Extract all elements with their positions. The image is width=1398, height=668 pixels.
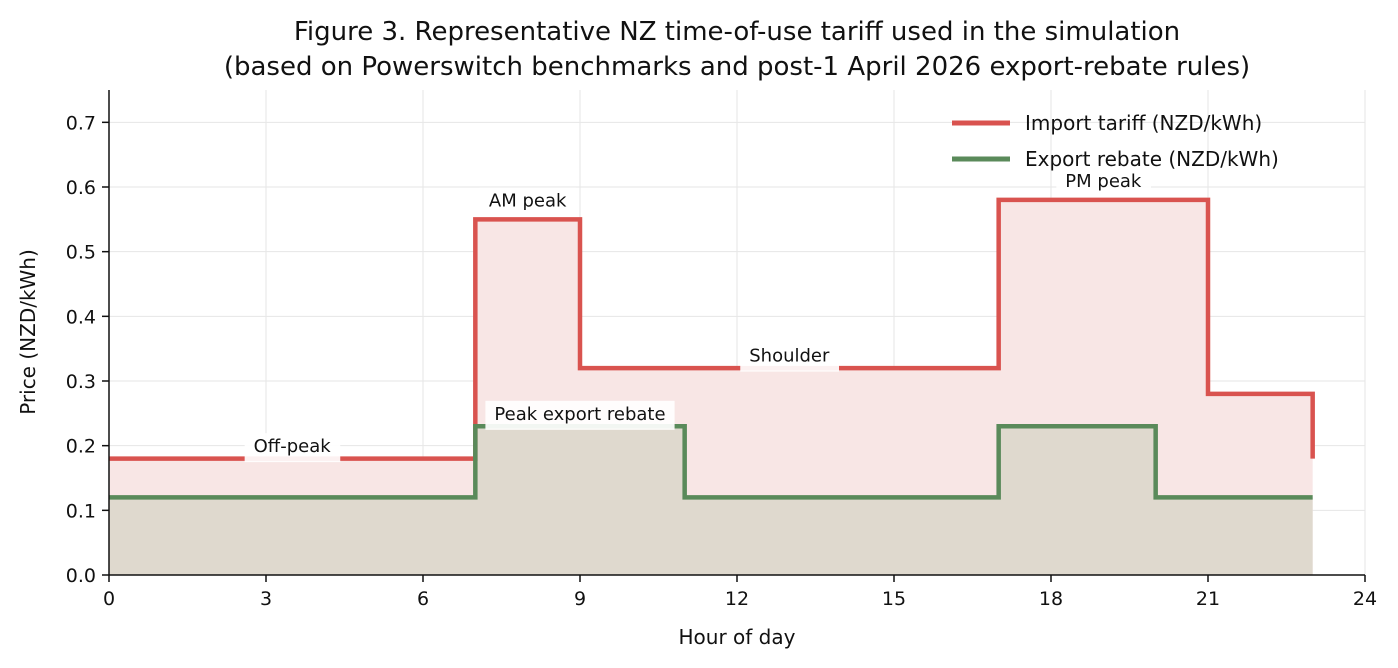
area-fills — [109, 199, 1313, 575]
axes: 0 3 6 9 12 15 18 21 24 0.0 0.1 0.2 0.3 0.4 0.5 0.6 0.7 — [66, 90, 1377, 610]
x-tick-label: 24 — [1353, 588, 1377, 610]
y-tick-label: 0.4 — [66, 306, 96, 328]
annotation-label: Off-peak — [244, 433, 341, 463]
legend-label-import: Import tariff (NZD/kWh) — [1025, 111, 1262, 135]
legend-label-export: Export rebate (NZD/kWh) — [1025, 147, 1279, 171]
annotation-text: PM peak — [1065, 171, 1142, 192]
import-tariff-line — [109, 197, 1315, 461]
y-tick-label: 0.5 — [66, 242, 96, 264]
x-tick-label: 18 — [1039, 588, 1063, 610]
annotation-label: Peak export rebate — [485, 400, 675, 430]
x-tick-label: 0 — [103, 588, 115, 610]
series-lines — [109, 197, 1315, 500]
y-tick-label: 0.2 — [66, 436, 96, 458]
chart-title-line2: (based on Powerswitch benchmarks and pos… — [224, 52, 1250, 82]
x-axis-label: Hour of day — [679, 625, 796, 649]
y-tick-label: 0.0 — [66, 565, 96, 587]
annotation-text: Off-peak — [254, 436, 332, 457]
export-rebate-line — [109, 424, 1313, 500]
x-tick-label: 9 — [574, 588, 586, 610]
export-rebate-fill — [109, 426, 1313, 575]
annotation-text: Peak export rebate — [494, 404, 665, 425]
annotation-box — [485, 400, 675, 430]
annotation-text: AM peak — [489, 190, 567, 211]
annotation-box — [479, 187, 576, 217]
y-tick-label: 0.6 — [66, 177, 96, 199]
x-tick-label: 15 — [882, 588, 906, 610]
y-axis-label: Price (NZD/kWh) — [16, 249, 40, 415]
y-tick-label: 0.1 — [66, 500, 96, 522]
x-tick-label: 21 — [1196, 588, 1220, 610]
annotation-label: Shoulder — [740, 342, 840, 372]
chart-title-line1: Figure 3. Representative NZ time-of-use … — [294, 17, 1180, 47]
annotation-box — [244, 433, 341, 463]
y-tick-label: 0.3 — [66, 371, 96, 393]
legend: Import tariff (NZD/kWh) Export rebate (NZ… — [952, 111, 1279, 171]
x-tick-label: 12 — [725, 588, 749, 610]
y-tick-label: 0.7 — [66, 112, 96, 134]
x-tick-label: 6 — [417, 588, 429, 610]
annotation-box — [1056, 168, 1151, 197]
annotation-label: PM peak — [1056, 168, 1151, 197]
annotations: Off-peak AM peak Shoulder PM peak Peak expor… — [244, 168, 1151, 463]
annotation-box — [740, 342, 840, 372]
annotation-label: AM peak — [479, 187, 576, 217]
annotation-text: Shoulder — [749, 346, 830, 367]
x-tick-label: 3 — [260, 588, 272, 610]
